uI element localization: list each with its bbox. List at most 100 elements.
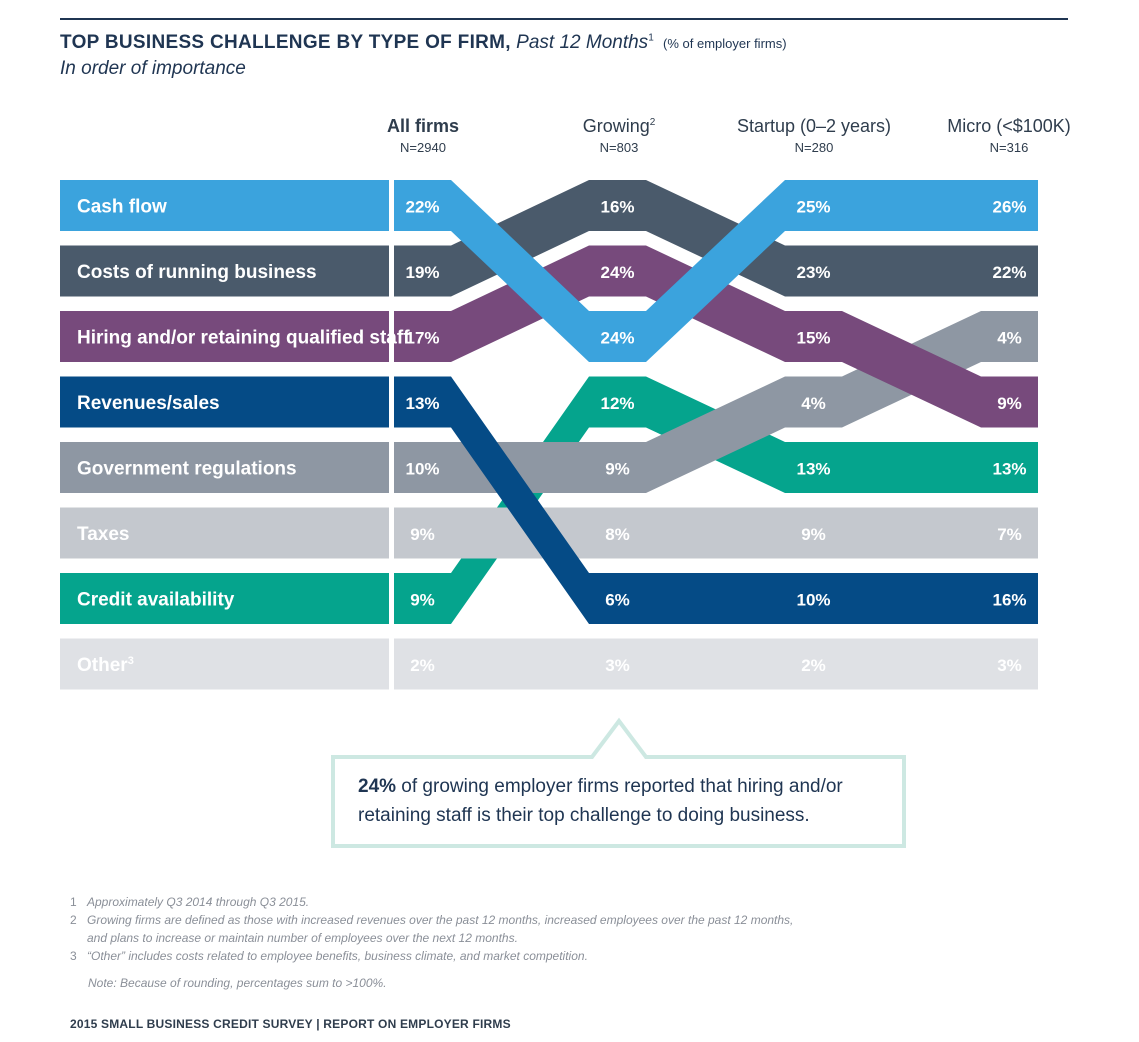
series-ribbon — [394, 507, 1038, 559]
value-label: 9% — [605, 460, 630, 479]
series-ribbon — [394, 376, 1038, 624]
column-header-growing: Growing2 N=803 — [519, 116, 719, 155]
category-label-bar — [60, 245, 389, 297]
footnote-number: 2 — [70, 913, 77, 927]
series-other: Other3 2% 3% 2% 3% — [60, 638, 1038, 690]
callout-highlight: 24% — [358, 776, 397, 797]
series-ribbon — [394, 376, 1038, 624]
callout-box — [331, 717, 906, 848]
value-label: 16% — [600, 198, 634, 217]
value-label: 19% — [405, 263, 439, 282]
category-label-bar — [60, 442, 389, 493]
value-label: 22% — [992, 263, 1026, 282]
value-label: 17% — [405, 329, 439, 348]
ranking-chart: Other3 2% 3% 2% 3% Credit availability 9% 12% 13… — [60, 180, 1038, 848]
column-name: All firms — [386, 116, 460, 136]
value-label: 2% — [801, 656, 826, 675]
value-label: 23% — [796, 263, 830, 282]
value-label: 4% — [801, 394, 826, 413]
footer: 2015 SMALL BUSINESS CREDIT SURVEY | REPO… — [70, 1017, 511, 1031]
title-main: TOP BUSINESS CHALLENGE BY TYPE OF FIRM, — [60, 32, 511, 53]
category-label: Hiring and/or retaining qualified staff — [77, 328, 410, 349]
series-credit-availability: Credit availability 9% 12% 13% 13% — [60, 376, 1038, 624]
callout-body: of growing employer firms reported that … — [358, 776, 843, 826]
category-label: Government regulations — [77, 459, 297, 480]
column-header-micro: Micro (<$100K) N=316 — [909, 116, 1109, 155]
footnote: 2 Growing firms are defined as those with… — [70, 911, 793, 929]
category-label-bar — [60, 507, 389, 559]
value-label: 2% — [410, 656, 435, 675]
column-header-all-firms: All firms N=2940 — [323, 116, 523, 155]
column-n: N=2940 — [400, 140, 446, 155]
category-label-footnote: 3 — [128, 655, 134, 667]
value-label: 3% — [997, 656, 1022, 675]
top-rule — [60, 18, 1068, 20]
column-n: N=280 — [794, 140, 834, 155]
value-label: 12% — [600, 394, 634, 413]
value-label: 7% — [997, 525, 1022, 544]
footnote-number: 3 — [70, 949, 77, 963]
category-label-bar — [60, 638, 389, 690]
category-label: Cash flow — [77, 197, 167, 218]
category-label: Credit availability — [77, 590, 235, 611]
footnote: and plans to increase or maintain number… — [70, 929, 793, 947]
footnote-text: and plans to increase or maintain number… — [87, 931, 518, 945]
column-footnote: 2 — [649, 117, 656, 128]
value-label: 16% — [992, 591, 1026, 610]
series-ribbon — [394, 180, 1038, 362]
category-label-bar — [60, 311, 389, 362]
series-costs-of-running-business: Costs of running business 19% 16% 23% 22% — [60, 180, 1038, 297]
value-label: 10% — [796, 591, 830, 610]
value-label: 13% — [405, 394, 439, 413]
value-label: 10% — [405, 460, 439, 479]
chart-subtitle: In order of importance — [60, 58, 246, 79]
series-cash-flow: Cash flow 22% 24% 25% 26% — [60, 180, 1038, 362]
value-label: 8% — [605, 525, 630, 544]
footnote: 3 “Other” includes costs related to emplo… — [70, 947, 793, 965]
category-label: Other3 — [77, 655, 134, 676]
chart-title: TOP BUSINESS CHALLENGE BY TYPE OF FIRM, … — [60, 32, 787, 54]
series-ribbon — [394, 180, 1038, 297]
footnote: 1 Approximately Q3 2014 through Q3 2015. — [70, 893, 793, 911]
value-label: 13% — [796, 460, 830, 479]
value-label: 9% — [410, 591, 435, 610]
value-label: 3% — [605, 656, 630, 675]
value-label: 25% — [796, 198, 830, 217]
footnote-text: Growing firms are defined as those with … — [87, 913, 794, 927]
category-label-bar — [60, 573, 389, 624]
category-label: Costs of running business — [77, 262, 317, 283]
footnote-number: 1 — [70, 895, 77, 909]
column-n: N=803 — [599, 140, 639, 155]
value-label: 9% — [801, 525, 826, 544]
footnotes: 1 Approximately Q3 2014 through Q3 2015. … — [70, 893, 793, 965]
value-label: 15% — [796, 329, 830, 348]
column-name: Micro (<$100K) — [947, 116, 1071, 136]
category-label-bar — [60, 376, 389, 428]
value-label: 24% — [600, 329, 634, 348]
column-n: N=316 — [989, 140, 1029, 155]
title-period: Past 12 Months — [516, 32, 649, 53]
value-label: 6% — [605, 591, 630, 610]
column-name: Startup (0–2 years) — [736, 116, 892, 136]
series-ribbon — [394, 311, 1038, 493]
title-period-footnote: 1 — [648, 32, 654, 44]
footnote-text: Approximately Q3 2014 through Q3 2015. — [87, 895, 310, 909]
footnote-text: “Other” includes costs related to employ… — [87, 949, 588, 963]
series-ribbon — [394, 638, 1038, 690]
value-label: 4% — [997, 329, 1022, 348]
value-label: 13% — [992, 460, 1026, 479]
value-label: 26% — [992, 198, 1026, 217]
category-label: Revenues/sales — [77, 393, 220, 414]
column-header-startup: Startup (0–2 years) N=280 — [714, 116, 914, 155]
rounding-note: Note: Because of rounding, percentages s… — [88, 976, 387, 990]
series-government-regulations: Government regulations 10% 9% 4% 4% — [60, 311, 1038, 493]
value-label: 9% — [410, 525, 435, 544]
value-label: 22% — [405, 198, 439, 217]
callout-text: 24% of growing employer firms reported t… — [358, 772, 898, 830]
title-unit: (% of employer firms) — [663, 36, 787, 51]
category-label-bar — [60, 180, 389, 231]
column-name: Growing2 — [582, 116, 656, 136]
series-revenues-sales: Revenues/sales 13% 6% 10% 16% — [60, 376, 1038, 624]
value-label: 24% — [600, 263, 634, 282]
category-label: Taxes — [77, 524, 129, 545]
